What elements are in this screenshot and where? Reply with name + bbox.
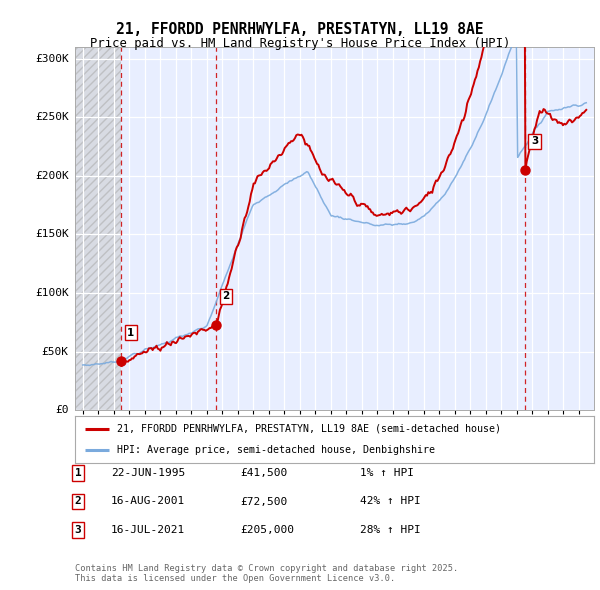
Text: 16-JUL-2021: 16-JUL-2021 — [111, 525, 185, 535]
Text: HPI: Average price, semi-detached house, Denbighshire: HPI: Average price, semi-detached house,… — [116, 445, 434, 455]
Text: 21, FFORDD PENRHWYLFA, PRESTATYN, LL19 8AE: 21, FFORDD PENRHWYLFA, PRESTATYN, LL19 8… — [116, 22, 484, 37]
Text: Price paid vs. HM Land Registry's House Price Index (HPI): Price paid vs. HM Land Registry's House … — [90, 37, 510, 50]
Text: 1% ↑ HPI: 1% ↑ HPI — [360, 468, 414, 478]
Text: 3: 3 — [531, 136, 538, 146]
Text: £41,500: £41,500 — [240, 468, 287, 478]
Text: £205,000: £205,000 — [240, 525, 294, 535]
Text: £250K: £250K — [35, 113, 69, 123]
Text: 42% ↑ HPI: 42% ↑ HPI — [360, 497, 421, 506]
Text: £200K: £200K — [35, 171, 69, 181]
Text: 28% ↑ HPI: 28% ↑ HPI — [360, 525, 421, 535]
Text: 16-AUG-2001: 16-AUG-2001 — [111, 497, 185, 506]
Text: £300K: £300K — [35, 54, 69, 64]
Text: 1: 1 — [127, 327, 134, 337]
Text: 2: 2 — [223, 291, 230, 301]
Text: £50K: £50K — [42, 346, 69, 356]
Text: £150K: £150K — [35, 230, 69, 240]
Text: Contains HM Land Registry data © Crown copyright and database right 2025.
This d: Contains HM Land Registry data © Crown c… — [75, 563, 458, 583]
Bar — [75, 47, 121, 410]
Text: £0: £0 — [55, 405, 69, 415]
Text: 1: 1 — [74, 468, 82, 478]
Text: 2: 2 — [74, 497, 82, 506]
Text: 3: 3 — [74, 525, 82, 535]
Text: £72,500: £72,500 — [240, 497, 287, 506]
Text: £100K: £100K — [35, 288, 69, 298]
Text: 22-JUN-1995: 22-JUN-1995 — [111, 468, 185, 478]
Text: 21, FFORDD PENRHWYLFA, PRESTATYN, LL19 8AE (semi-detached house): 21, FFORDD PENRHWYLFA, PRESTATYN, LL19 8… — [116, 424, 500, 434]
